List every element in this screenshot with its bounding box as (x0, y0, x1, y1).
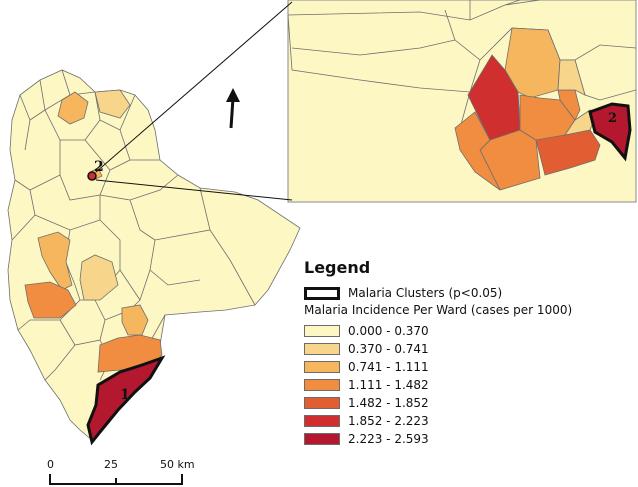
legend-swatch (304, 379, 340, 391)
legend-swatch (304, 415, 340, 427)
inset-ward (557, 59, 586, 96)
inset-cluster-2 (588, 102, 632, 162)
legend-swatch (304, 433, 340, 445)
inset-connector-top (95, 1, 293, 173)
scale-label-50: 50 km (160, 458, 195, 471)
inset-connector-bottom (95, 179, 293, 201)
legend-classes: 0.000 - 0.370 0.370 - 0.741 0.741 - 1.111 1… (304, 323, 634, 447)
main-map (7, 69, 301, 446)
scale-label-25: 25 (104, 458, 118, 471)
legend-title: Legend (304, 258, 371, 277)
incidence-label: Malaria Incidence Per Ward (cases per 10… (304, 303, 573, 317)
region-outline (7, 69, 301, 441)
ward (94, 89, 131, 119)
legend-swatch (304, 325, 340, 337)
legend-class-row: 2.223 - 2.593 (304, 431, 634, 447)
legend-class-label: 1.852 - 2.223 (348, 414, 429, 428)
inset-cluster-label: 2 (608, 111, 617, 126)
inset-ward (467, 54, 521, 141)
inset-frame (287, 0, 637, 203)
legend-swatch (304, 343, 340, 355)
ward (24, 281, 77, 319)
legend-class-row: 0.370 - 0.741 (304, 341, 634, 357)
legend-class-label: 0.000 - 0.370 (348, 324, 429, 338)
legend-class-label: 1.482 - 1.852 (348, 396, 429, 410)
legend-swatch (304, 397, 340, 409)
cluster-2-marker (87, 171, 97, 181)
legend-class-row: 0.741 - 1.111 (304, 359, 634, 375)
legend-class-row: 1.111 - 1.482 (304, 377, 634, 393)
ward (121, 304, 149, 336)
legend-class-label: 0.370 - 0.741 (348, 342, 429, 356)
ward (57, 91, 89, 125)
scale-bar (49, 474, 183, 485)
cluster-swatch (304, 286, 340, 300)
legend-swatch (304, 361, 340, 373)
north-arrow-icon (226, 88, 240, 129)
legend-cluster-row: Malaria Clusters (p<0.05) (304, 285, 634, 301)
cluster-1 (86, 355, 166, 446)
legend-class-label: 1.111 - 1.482 (348, 378, 429, 392)
legend: Legend Malaria Clusters (p<0.05) Malaria… (304, 258, 634, 449)
cluster-label: Malaria Clusters (p<0.05) (348, 286, 503, 300)
cluster-2-label: 2 (94, 159, 104, 175)
legend-class-row: 1.852 - 2.223 (304, 413, 634, 429)
legend-class-label: 0.741 - 1.111 (348, 360, 429, 374)
scale-label-0: 0 (47, 458, 54, 471)
ward (37, 231, 73, 291)
inset-map: 2 (287, 0, 637, 203)
legend-class-label: 2.223 - 2.593 (348, 432, 429, 446)
inset-ward (454, 111, 501, 191)
cluster-1-label: 1 (120, 387, 130, 403)
ward (79, 254, 119, 301)
legend-class-row: 1.482 - 1.852 (304, 395, 634, 411)
legend-class-row: 0.000 - 0.370 (304, 323, 634, 339)
